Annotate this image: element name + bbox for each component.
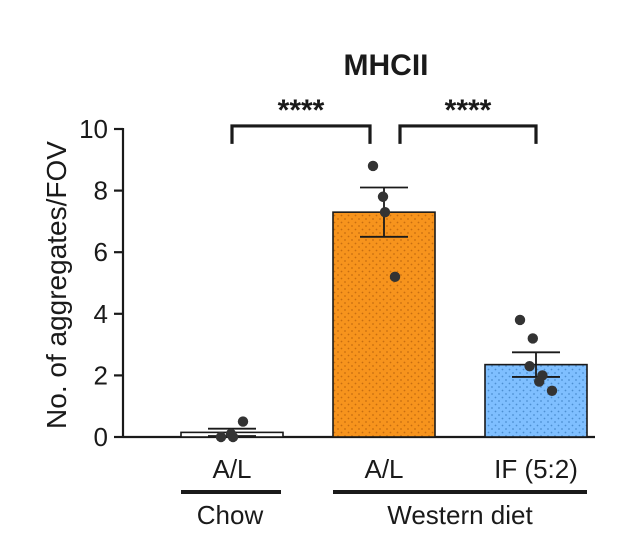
y-tick-label-2: 4 — [94, 299, 108, 329]
category-label-western-al: A/L — [364, 454, 403, 484]
data-point-0-3 — [237, 416, 249, 427]
significance-label-0: **** — [278, 94, 325, 127]
y-axis-ticks: 0 2 4 6 8 10 — [79, 114, 123, 452]
bars — [180, 211, 588, 438]
data-point-1-1 — [377, 191, 389, 202]
data-point-1-3 — [389, 271, 401, 283]
data-point-2-0 — [514, 314, 526, 326]
y-tick-label-3: 6 — [94, 237, 108, 267]
data-point-1-2 — [379, 206, 391, 218]
data-point-0-0 — [215, 431, 227, 443]
y-tick-label-0: 0 — [94, 422, 108, 452]
category-label-chow-al: A/L — [212, 454, 251, 484]
category-label-western-if: IF (5:2) — [494, 454, 578, 484]
y-tick-label-4: 8 — [94, 176, 108, 206]
y-tick-label-1: 2 — [94, 360, 108, 390]
bar-1 — [332, 211, 436, 438]
y-axis-label: No. of aggregates/FOV — [41, 141, 72, 429]
data-point-2-4 — [534, 376, 545, 387]
data-point-2-5 — [546, 385, 558, 396]
data-point-1-0 — [367, 160, 379, 172]
chart-title: MHCII — [344, 49, 429, 82]
group-label-western-diet: Western diet — [387, 500, 533, 530]
group-label-chow: Chow — [197, 500, 264, 530]
significance-label-1: **** — [445, 94, 492, 127]
significance-bracket-1 — [398, 124, 538, 144]
significance-bracket-0 — [230, 124, 372, 144]
significance-brackets: **** **** — [230, 94, 538, 144]
data-point-2-1 — [527, 333, 538, 344]
y-tick-label-5: 10 — [79, 114, 108, 144]
data-points — [215, 160, 558, 443]
data-point-2-2 — [524, 360, 535, 372]
data-point-0-2 — [227, 431, 239, 443]
